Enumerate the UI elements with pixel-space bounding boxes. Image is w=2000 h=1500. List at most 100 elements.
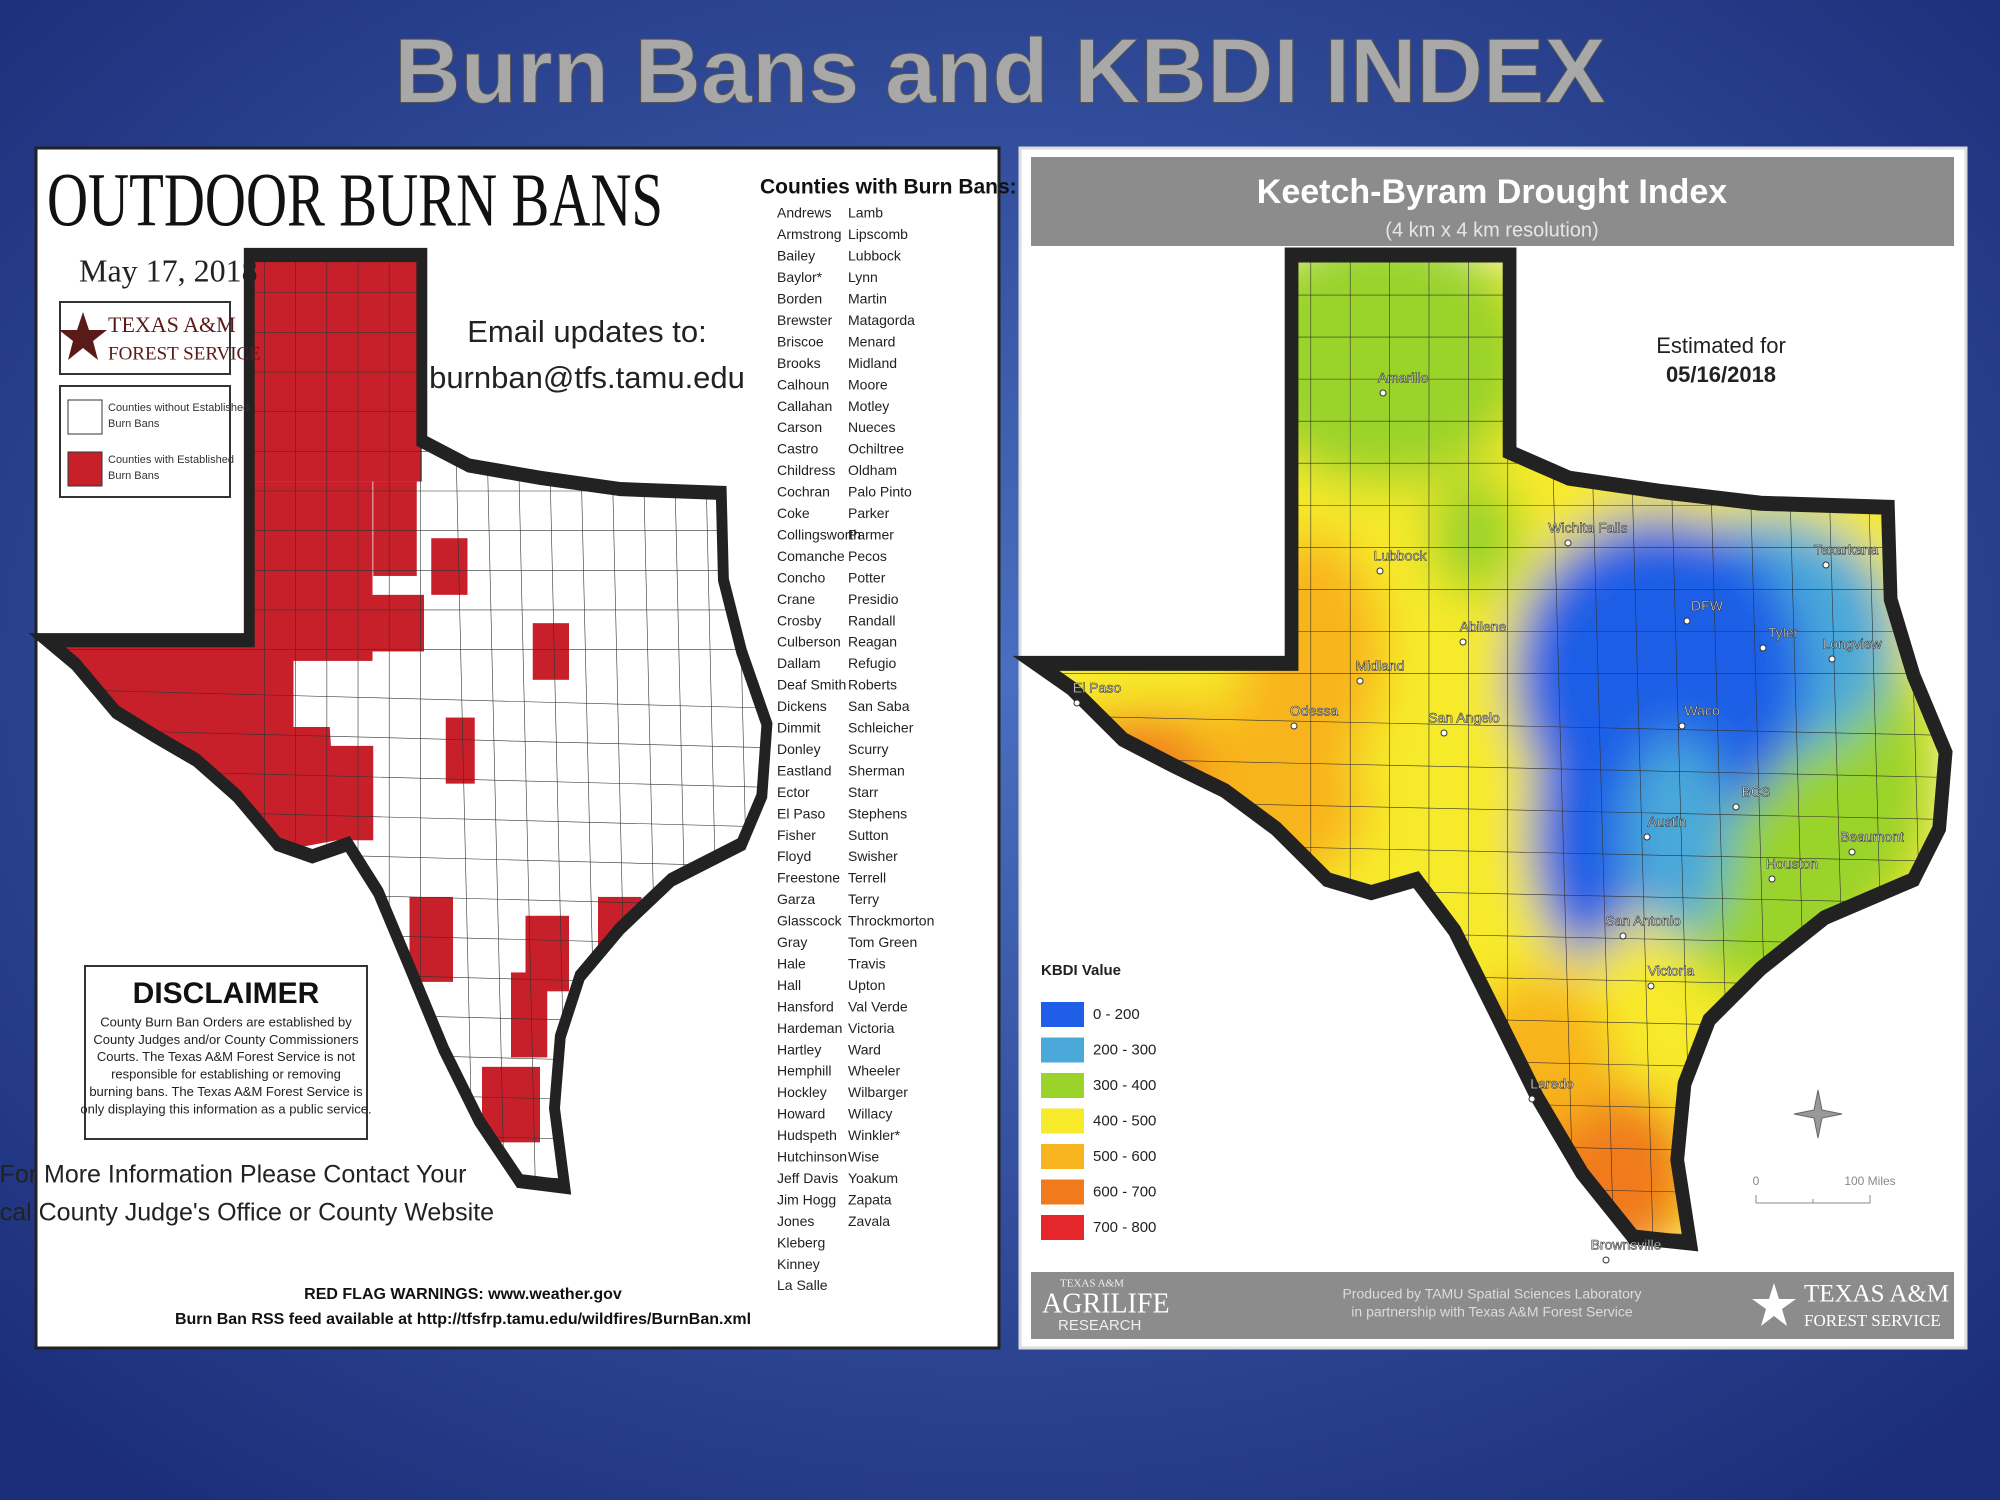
county-line — [47, 729, 772, 748]
rss-note: Burn Ban RSS feed available at http://tf… — [175, 1311, 751, 1328]
county-name: Hale — [777, 955, 806, 971]
county-name: Moore — [848, 376, 888, 392]
city-label: Amarillo — [1378, 370, 1429, 386]
county-name: Presidio — [848, 591, 899, 607]
county-name: Briscoe — [777, 333, 824, 349]
slide-title: Burn Bans and KBDI INDEX — [394, 20, 1605, 122]
estimated-date: 05/16/2018 — [1666, 362, 1776, 387]
county-name: Borden — [777, 291, 822, 307]
county-name: Nueces — [848, 419, 895, 435]
city-dot — [1602, 1256, 1610, 1264]
county-name: Baylor* — [777, 269, 823, 285]
disclaimer-text: burning bans. The Texas A&M Forest Servi… — [89, 1084, 363, 1099]
city-dot — [1376, 567, 1384, 575]
estimated-label: Estimated for — [1656, 333, 1786, 358]
county-name: Schleicher — [848, 720, 914, 736]
city-label: San Angelo — [1428, 710, 1500, 726]
county-name: Stephens — [848, 805, 907, 821]
county-name: Lubbock — [848, 248, 902, 264]
county-name: Wheeler — [848, 1063, 900, 1079]
logo-text: TEXAS A&M — [108, 312, 236, 337]
city-dot — [1459, 638, 1467, 646]
county-name: Culberson — [777, 634, 841, 650]
county-name: Val Verde — [848, 998, 908, 1014]
agrilife-logo: RESEARCH — [1058, 1317, 1141, 1334]
county-name: Lamb — [848, 205, 883, 221]
county-name: Crane — [777, 591, 815, 607]
legend-swatch — [1041, 1073, 1084, 1098]
county-name: Motley — [848, 398, 889, 414]
county-name: Dickens — [777, 698, 827, 714]
county-name: La Salle — [777, 1277, 828, 1293]
forest-logo: FOREST SERVICE — [1804, 1311, 1941, 1330]
legend-label: Burn Bans — [108, 418, 160, 430]
contact-text: For More Information Please Contact Your — [0, 1161, 466, 1189]
county-name: Parmer — [848, 526, 894, 542]
map-date: May 17, 2018 — [79, 252, 258, 288]
county-name: Carson — [777, 419, 822, 435]
county-name: Willacy — [848, 1106, 892, 1122]
disclaimer-text: County Judges and/or County Commissioner… — [93, 1032, 359, 1047]
city-dot — [1619, 932, 1627, 940]
city-label: Longview — [1822, 636, 1882, 652]
legend-label: 200 - 300 — [1093, 1041, 1156, 1058]
county-name: Swisher — [848, 848, 898, 864]
email: burnban@tfs.tamu.edu — [429, 360, 745, 395]
county-name: Ochiltree — [848, 441, 904, 457]
county-name: Wilbarger — [848, 1084, 908, 1100]
county-name: Deaf Smith — [777, 677, 846, 693]
county-name: Childress — [777, 462, 835, 478]
county-name: Starr — [848, 784, 879, 800]
county-name: Cochran — [777, 484, 830, 500]
county-name: Throckmorton — [848, 913, 934, 929]
city-label: San Antonio — [1605, 913, 1681, 929]
burn-ban-title: OUTDOOR BURN BANS — [47, 158, 663, 242]
disclaimer-box — [84, 965, 368, 1140]
disclaimer-title: DISCLAIMER — [133, 977, 320, 1010]
legend-swatch — [1041, 1144, 1084, 1169]
county-name: Hansford — [777, 998, 834, 1014]
kbdi-legend: 0 - 200 200 - 300 300 - 400 400 - 500 500 - … — [1041, 1002, 1156, 1240]
county-name: Crosby — [777, 612, 821, 628]
county-list: Andrews Armstrong Bailey Baylor* Borden Brews… — [777, 205, 934, 1294]
county-name: Terry — [848, 891, 879, 907]
county-name: Menard — [848, 333, 895, 349]
county-name: Palo Pinto — [848, 484, 912, 500]
city-label: Texarkana — [1814, 542, 1879, 558]
county-line — [1036, 715, 1952, 735]
city-dot — [1647, 982, 1655, 990]
county-name: Victoria — [848, 1020, 895, 1036]
county-name: Ector — [777, 784, 810, 800]
city-dot — [1528, 1095, 1536, 1103]
legend-swatch — [1041, 1179, 1084, 1205]
county-name: Castro — [777, 441, 818, 457]
city-dot — [1683, 617, 1691, 625]
city-dot — [1564, 539, 1572, 547]
disclaimer-text: responsible for establishing or removing — [111, 1067, 341, 1082]
county-name: Midland — [848, 355, 897, 371]
county-name: Howard — [777, 1106, 825, 1122]
county-name: Hudspeth — [777, 1127, 837, 1143]
city-dot — [1356, 677, 1364, 685]
county-name: Hartley — [777, 1041, 821, 1057]
county-name: Dallam — [777, 655, 821, 671]
county-name: Lipscomb — [848, 226, 908, 242]
county-name: Sherman — [848, 762, 905, 778]
disclaimer-text: County Burn Ban Orders are established b… — [100, 1014, 352, 1029]
city-labels: Amarillo Lubbock Wichita Falls Texarkana DFW… — [1073, 369, 1904, 1264]
city-label: Laredo — [1530, 1076, 1574, 1092]
county-name: Kleberg — [777, 1234, 825, 1250]
city-label: Beaumont — [1840, 829, 1904, 845]
city-dot — [1440, 729, 1448, 737]
city-dot — [1732, 803, 1740, 811]
scale-label: 0 — [1753, 1174, 1760, 1188]
city-label: Tyler — [1768, 625, 1799, 641]
legend-label: 600 - 700 — [1093, 1183, 1156, 1200]
county-name: Ward — [848, 1041, 881, 1057]
county-name: Kinney — [777, 1256, 820, 1272]
county-name: Travis — [848, 955, 886, 971]
legend-label: 500 - 600 — [1093, 1148, 1156, 1165]
county-name: Jim Hogg — [777, 1191, 836, 1207]
forest-logo-star — [1752, 1283, 1796, 1326]
